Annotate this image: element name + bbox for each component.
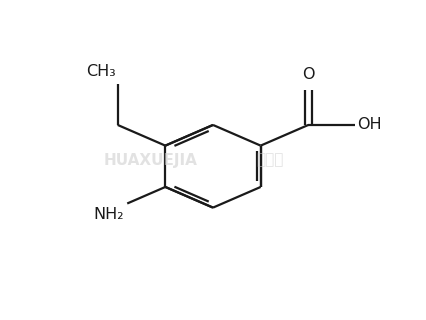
Text: O: O bbox=[302, 67, 314, 82]
Text: HUAXUEJIA: HUAXUEJIA bbox=[103, 153, 197, 167]
Text: CH₃: CH₃ bbox=[86, 64, 116, 79]
Text: 化学加: 化学加 bbox=[256, 153, 283, 167]
Text: NH₂: NH₂ bbox=[94, 207, 124, 222]
Text: OH: OH bbox=[357, 117, 381, 132]
